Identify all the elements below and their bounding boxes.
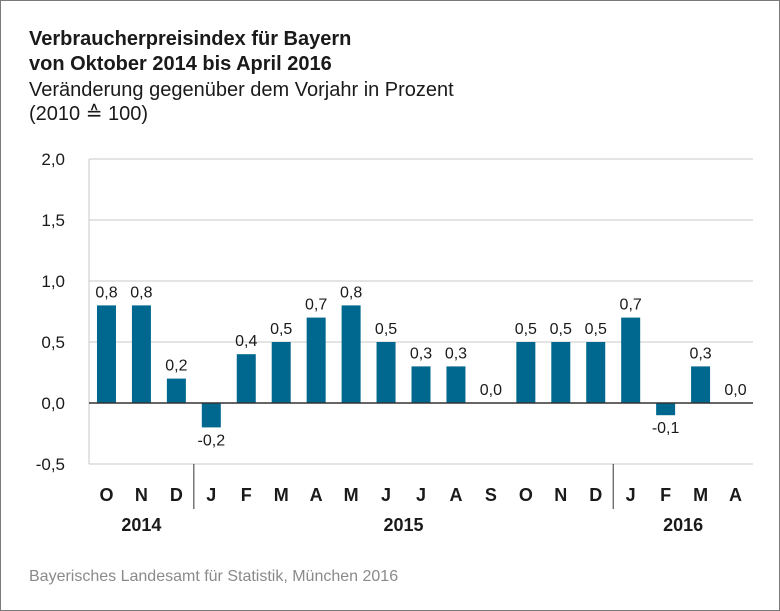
source-note: Bayerisches Landesamt für Statistik, Mün… bbox=[29, 568, 399, 585]
bar bbox=[236, 354, 256, 403]
data-label: 0,7 bbox=[305, 297, 327, 314]
data-label: 0,5 bbox=[270, 321, 292, 338]
bar bbox=[516, 342, 536, 403]
bar bbox=[551, 342, 571, 403]
bar bbox=[131, 305, 151, 403]
data-label: 0,5 bbox=[550, 321, 572, 338]
chart-subtitle-line-2: (2010 ≙ 100) bbox=[29, 103, 149, 125]
x-tick-label: F bbox=[660, 485, 671, 505]
x-tick-label: N bbox=[554, 485, 567, 505]
bar bbox=[691, 366, 711, 403]
data-label: -0,2 bbox=[198, 432, 226, 449]
year-label: 2016 bbox=[663, 515, 703, 535]
chart-title-line-2: von Oktober 2014 bis April 2016 bbox=[29, 53, 332, 75]
data-label: 0,3 bbox=[410, 345, 432, 362]
chart-title-line-1: Verbraucherpreisindex für Bayern bbox=[29, 28, 352, 50]
bar bbox=[271, 342, 291, 403]
x-tick-label: A bbox=[449, 485, 462, 505]
bar bbox=[96, 305, 116, 403]
y-tick-label: 0,0 bbox=[41, 394, 65, 413]
x-tick-label: J bbox=[626, 485, 636, 505]
data-label: 0,5 bbox=[585, 321, 607, 338]
bar bbox=[586, 342, 606, 403]
x-tick-label: M bbox=[344, 485, 359, 505]
chart-subtitle-line-1: Veränderung gegenüber dem Vorjahr in Pro… bbox=[29, 79, 454, 101]
data-label: 0,5 bbox=[515, 321, 537, 338]
x-tick-label: N bbox=[135, 485, 148, 505]
bar bbox=[376, 342, 396, 403]
chart-title: Verbraucherpreisindex für Bayern von Okt… bbox=[29, 27, 351, 77]
x-tick-label: D bbox=[170, 485, 183, 505]
x-tick-label: J bbox=[416, 485, 426, 505]
x-tick-label: F bbox=[241, 485, 252, 505]
data-label: 0,4 bbox=[235, 333, 257, 350]
data-label: 0,5 bbox=[375, 321, 397, 338]
x-tick-label: D bbox=[589, 485, 602, 505]
data-label: 0,3 bbox=[445, 345, 467, 362]
y-tick-label: 2,0 bbox=[41, 150, 65, 169]
x-tick-label: J bbox=[206, 485, 216, 505]
x-tick-label: J bbox=[381, 485, 391, 505]
bar bbox=[446, 366, 466, 403]
data-label: 0,8 bbox=[340, 284, 362, 301]
bar bbox=[411, 366, 431, 403]
x-tick-label: S bbox=[485, 485, 497, 505]
y-tick-label: 1,5 bbox=[41, 211, 65, 230]
chart-subtitle: Veränderung gegenüber dem Vorjahr in Pro… bbox=[29, 78, 454, 126]
x-tick-label: M bbox=[274, 485, 289, 505]
x-tick-label: M bbox=[693, 485, 708, 505]
data-label: 0,7 bbox=[620, 297, 642, 314]
bar bbox=[166, 378, 186, 403]
y-tick-label: -0,5 bbox=[36, 455, 65, 474]
x-tick-label: A bbox=[729, 485, 742, 505]
bar bbox=[621, 317, 641, 403]
year-label: 2014 bbox=[121, 515, 161, 535]
y-tick-label: 0,5 bbox=[41, 333, 65, 352]
x-tick-label: O bbox=[99, 485, 113, 505]
data-label: 0,8 bbox=[130, 284, 152, 301]
x-tick-label: A bbox=[310, 485, 323, 505]
y-tick-label: 1,0 bbox=[41, 272, 65, 291]
year-label: 2015 bbox=[384, 515, 424, 535]
bar bbox=[201, 403, 221, 428]
data-label: 0,8 bbox=[95, 284, 117, 301]
bar bbox=[341, 305, 361, 403]
bar bbox=[306, 317, 326, 403]
data-label: 0,3 bbox=[689, 345, 711, 362]
data-label: 0,0 bbox=[480, 382, 502, 399]
x-tick-label: O bbox=[519, 485, 533, 505]
bar bbox=[656, 403, 676, 416]
data-label: 0,0 bbox=[724, 382, 746, 399]
data-label: -0,1 bbox=[652, 420, 680, 437]
data-label: 0,2 bbox=[165, 358, 187, 375]
